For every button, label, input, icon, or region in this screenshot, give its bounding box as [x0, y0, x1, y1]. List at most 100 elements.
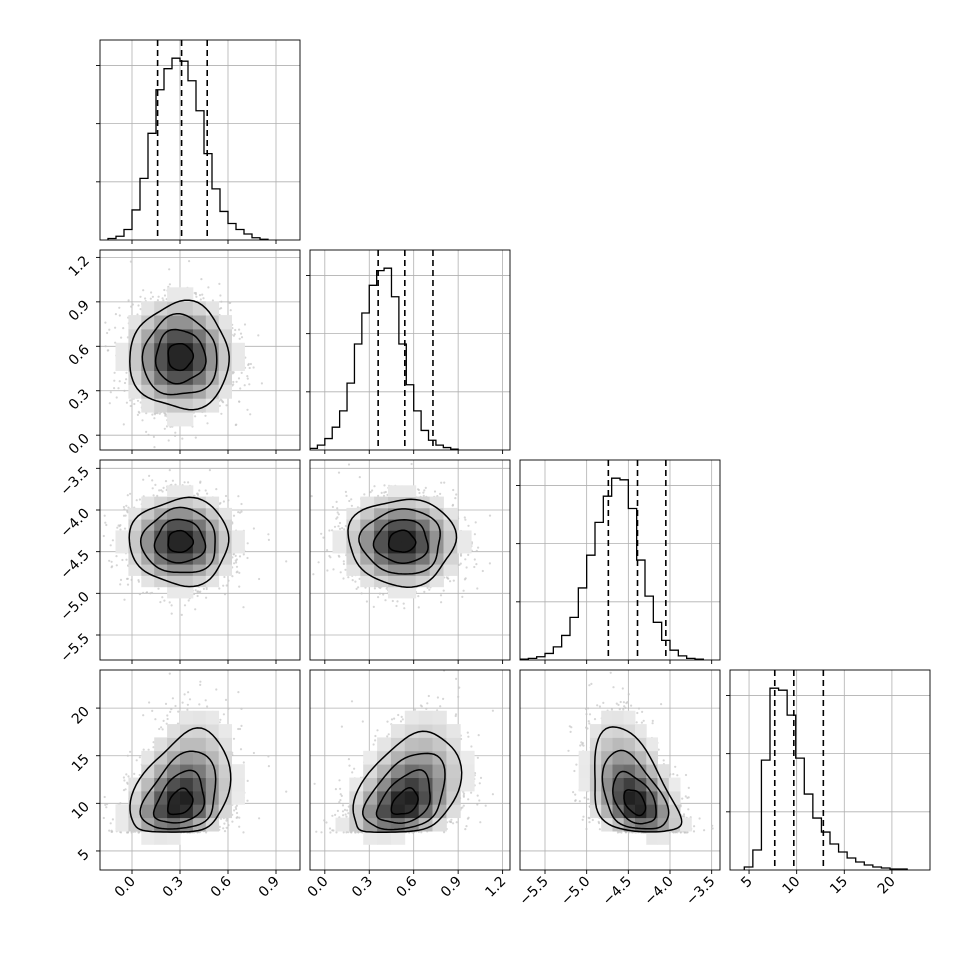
- scatter-point: [125, 378, 127, 380]
- scatter-point: [130, 405, 132, 407]
- scatter-point: [236, 566, 238, 568]
- scatter-point: [116, 527, 118, 529]
- density-block: [206, 329, 219, 343]
- scatter-point: [130, 306, 132, 308]
- scatter-point: [181, 614, 183, 616]
- density-block: [167, 315, 180, 329]
- scatter-point: [118, 307, 120, 309]
- scatter-point: [117, 387, 119, 389]
- scatter-point: [204, 415, 206, 417]
- scatter-point: [233, 562, 235, 564]
- scatter-point: [248, 383, 250, 385]
- density-block: [180, 398, 193, 412]
- scatter-point: [113, 380, 115, 382]
- scatter-point: [241, 336, 243, 338]
- scatter-point: [111, 561, 113, 563]
- scatter-point: [253, 527, 255, 529]
- scatter-point: [119, 583, 121, 585]
- scatter-panel-2-0: −5.5−5.0−4.5−4.0−3.5: [57, 460, 300, 666]
- scatter-point: [253, 366, 255, 368]
- scatter-point: [181, 438, 183, 440]
- scatter-point: [226, 584, 228, 586]
- density-block: [167, 371, 180, 385]
- scatter-point: [233, 515, 235, 517]
- density-block: [180, 412, 193, 426]
- scatter-point: [168, 439, 170, 441]
- scatter-point: [242, 606, 244, 608]
- density-block: [219, 315, 232, 329]
- panel-frame: [100, 40, 300, 240]
- scatter-point: [119, 380, 121, 382]
- scatter-point: [125, 559, 127, 561]
- scatter-point: [136, 499, 138, 501]
- scatter-point: [225, 495, 227, 497]
- scatter-point: [240, 503, 242, 505]
- scatter-point: [165, 463, 167, 465]
- scatter-point: [153, 446, 155, 448]
- scatter-point: [142, 479, 144, 481]
- scatter-point: [196, 591, 198, 593]
- scatter-point: [109, 402, 111, 404]
- scatter-point: [171, 613, 173, 615]
- scatter-point: [162, 297, 164, 299]
- scatter-point: [250, 363, 252, 365]
- scatter-point: [114, 372, 116, 374]
- scatter-point: [150, 291, 152, 293]
- density-block: [206, 301, 219, 315]
- scatter-point: [129, 399, 131, 401]
- scatter-point: [227, 580, 229, 582]
- scatter-point: [120, 579, 122, 581]
- scatter-point: [151, 414, 153, 416]
- scatter-point: [110, 391, 112, 393]
- scatter-point: [127, 584, 129, 586]
- histogram-bars: [310, 250, 458, 450]
- density-block: [154, 384, 167, 398]
- scatter-point: [202, 297, 204, 299]
- scatter-point: [108, 329, 110, 331]
- scatter-point: [137, 414, 139, 416]
- scatter-point: [236, 558, 238, 560]
- scatter-point: [153, 417, 155, 419]
- scatter-point: [105, 345, 107, 347]
- scatter-point: [153, 494, 155, 496]
- density-block: [193, 398, 206, 412]
- scatter-point: [187, 481, 189, 483]
- scatter-point: [141, 419, 143, 421]
- histogram-panel-2: [516, 460, 720, 664]
- scatter-point: [220, 413, 222, 415]
- scatter-point: [169, 601, 171, 603]
- density-block: [167, 384, 180, 398]
- scatter-point: [110, 544, 112, 546]
- scatter-point: [163, 600, 165, 602]
- scatter-point: [93, 325, 95, 327]
- scatter-point: [112, 539, 114, 541]
- scatter-point: [116, 564, 118, 566]
- scatter-point: [125, 372, 127, 374]
- scatter-point: [97, 396, 99, 398]
- scatter-point: [126, 402, 128, 404]
- scatter-point: [232, 381, 234, 383]
- scatter-point: [236, 381, 238, 383]
- scatter-point: [205, 597, 207, 599]
- scatter-point: [104, 522, 106, 524]
- scatter-point: [236, 571, 238, 573]
- y-tick-label: 0.6: [66, 342, 93, 369]
- scatter-point: [139, 296, 141, 298]
- scatter-point: [198, 489, 200, 491]
- scatter-point: [158, 296, 160, 298]
- scatter-point: [154, 413, 156, 415]
- scatter-point: [147, 434, 149, 436]
- scatter-point: [195, 292, 197, 294]
- scatter-point: [206, 493, 208, 495]
- scatter-point: [142, 289, 144, 291]
- x-tick-label: 10: [780, 874, 804, 898]
- scatter-point: [113, 387, 115, 389]
- scatter-point: [130, 261, 132, 263]
- scatter-point: [124, 528, 126, 530]
- scatter-point: [234, 333, 236, 335]
- scatter-point: [200, 298, 202, 300]
- density-block: [206, 371, 219, 385]
- scatter-point: [203, 588, 205, 590]
- density-block: [219, 357, 232, 371]
